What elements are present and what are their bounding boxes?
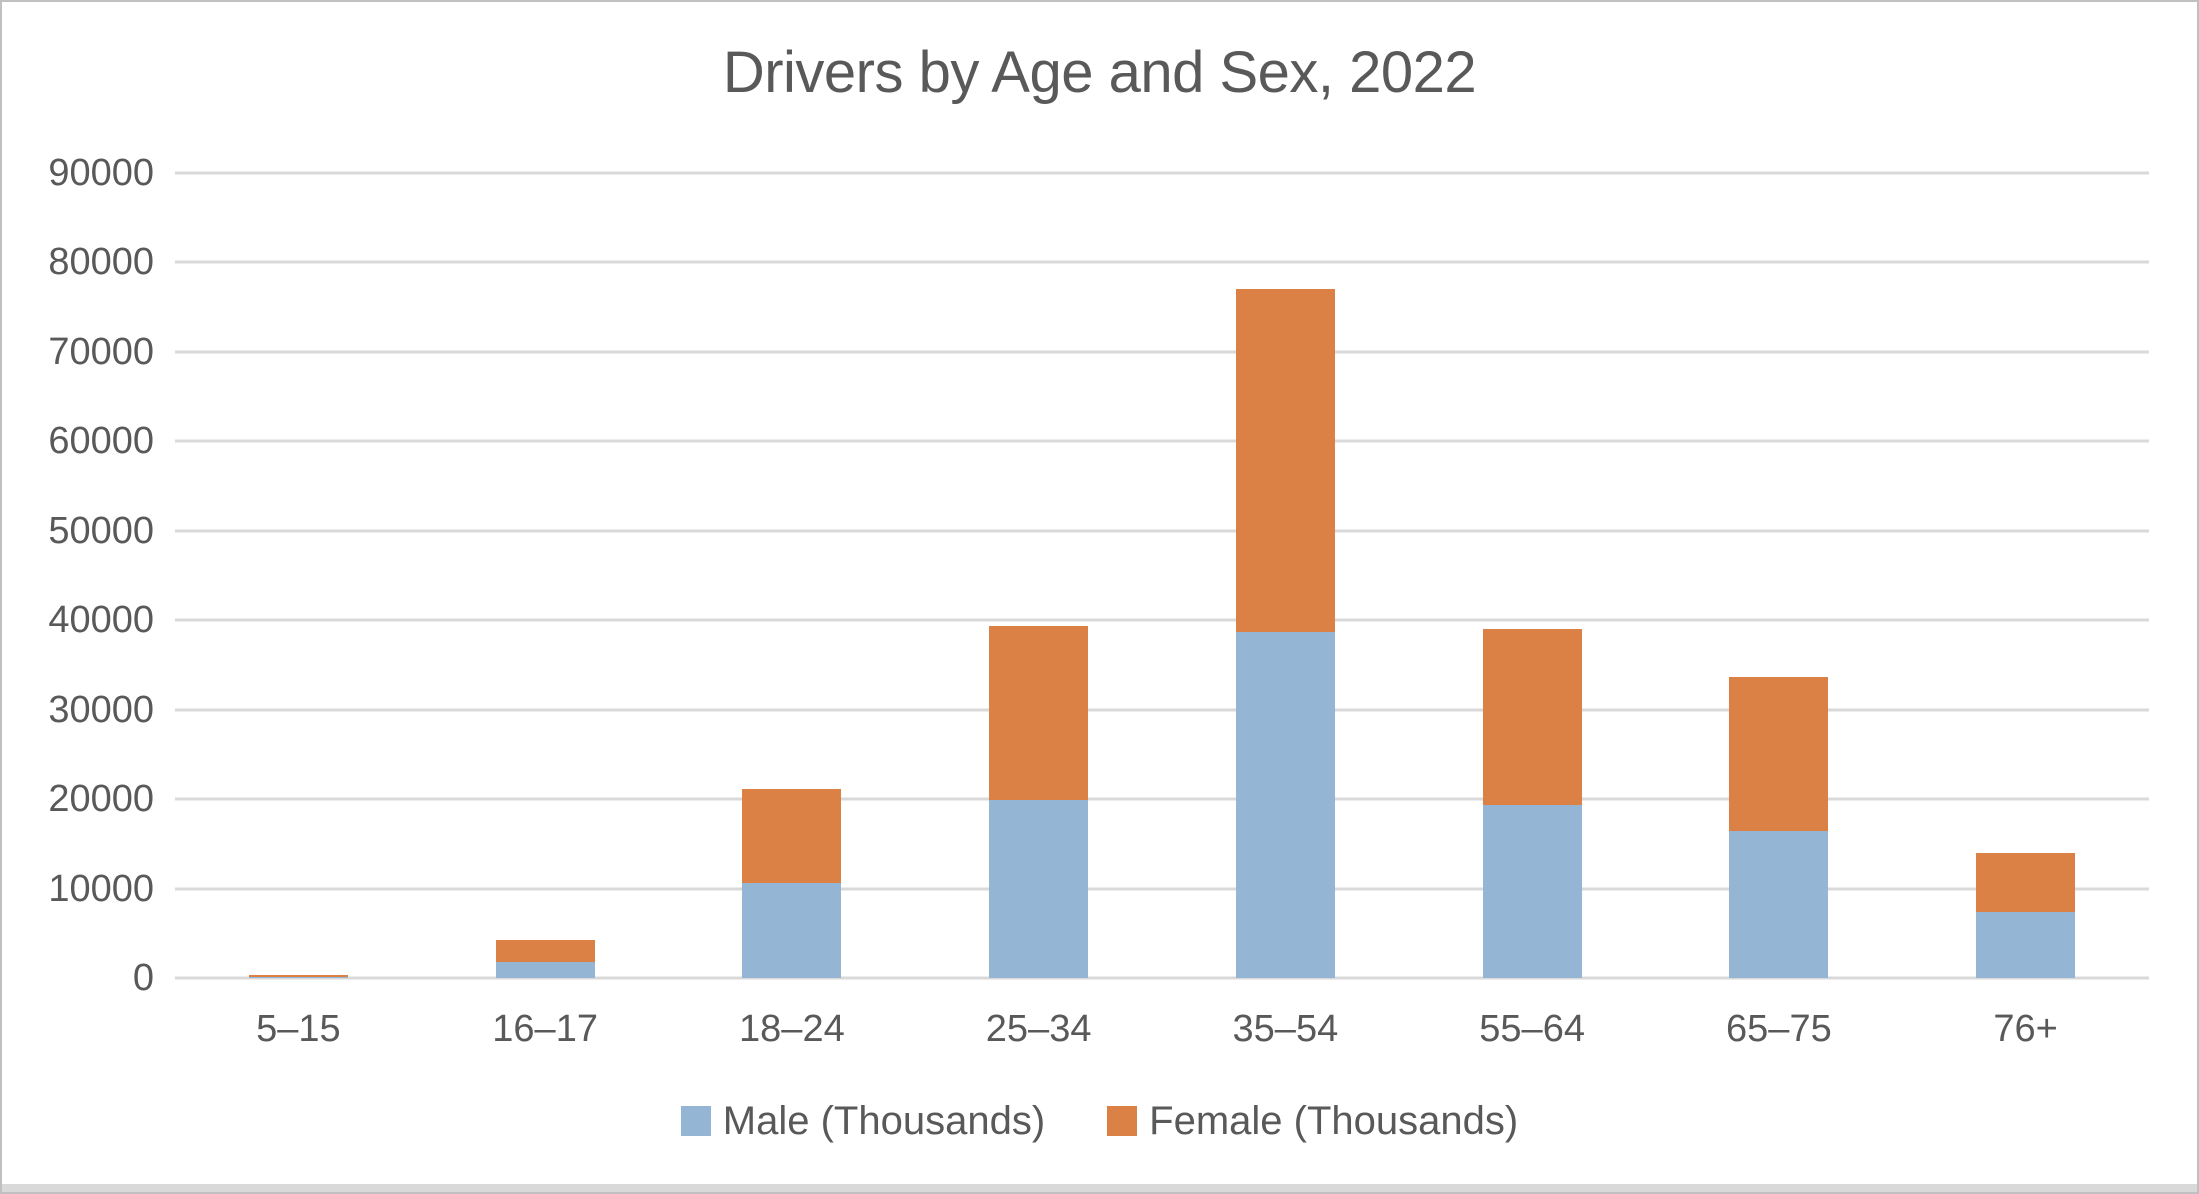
x-tick-label-16-17: 16–17 (492, 1008, 598, 1050)
gridline-30000 (175, 708, 2149, 712)
x-tick-label-35-54: 35–54 (1232, 1008, 1339, 1050)
bar-group-65-75 (1729, 676, 1829, 978)
bar-segment-female-76plus[interactable] (1976, 852, 2076, 912)
bar-group-16-17 (495, 940, 595, 978)
gridline-60000 (175, 439, 2149, 443)
bar-group-55-64 (1482, 629, 1582, 978)
y-tick-label-0: 0 (132, 957, 154, 999)
bar-segment-male-65-75[interactable] (1729, 831, 1829, 978)
bar-group-18-24 (742, 789, 842, 978)
legend-label-male: Male (Thousands) (722, 1099, 1046, 1143)
bar-segment-male-16-17[interactable] (495, 961, 595, 978)
gridline-0 (175, 976, 2149, 980)
gridline-20000 (175, 797, 2149, 801)
legend-item-female[interactable]: Female (Thousands) (1107, 1098, 1518, 1144)
bar-group-76plus (1976, 852, 2076, 978)
chart-title: Drivers by Age and Sex, 2022 (722, 40, 1477, 105)
x-tick-label-55-64: 55–64 (1479, 1008, 1585, 1050)
y-tick-label-30000: 30000 (48, 688, 154, 731)
bar-segment-female-65-75[interactable] (1729, 676, 1829, 832)
bar-group-35-54 (1235, 289, 1335, 978)
window-bottom-edge (2, 1184, 2197, 1192)
gridline-50000 (175, 529, 2149, 533)
y-tick-label-40000: 40000 (48, 599, 154, 642)
bar-segment-female-18-24[interactable] (742, 789, 842, 884)
y-tick-label-60000: 60000 (48, 420, 154, 463)
x-tick-label-18-24: 18–24 (739, 1008, 845, 1050)
bar-segment-female-5-15[interactable] (248, 974, 348, 977)
legend-item-male[interactable]: Male (Thousands) (680, 1098, 1046, 1144)
y-tick-label-50000: 50000 (48, 509, 154, 552)
bar-segment-female-25-34[interactable] (989, 625, 1089, 801)
legend-swatch-female (1107, 1106, 1138, 1136)
bar-segment-female-35-54[interactable] (1235, 289, 1335, 632)
bar-segment-female-55-64[interactable] (1482, 629, 1582, 806)
plot-area (175, 171, 2149, 980)
bar-segment-male-76plus[interactable] (1976, 911, 2076, 978)
bar-group-5-15 (248, 974, 348, 978)
bar-segment-male-55-64[interactable] (1482, 805, 1582, 978)
x-tick-label-5-15: 5–15 (256, 1008, 341, 1050)
legend-label-female: Female (Thousands) (1149, 1099, 1519, 1143)
bar-group-25-34 (989, 625, 1089, 978)
x-tick-label-76plus: 76+ (1993, 1008, 2058, 1050)
x-axis: 5–15 16–17 18–24 25–34 35–54 55–64 65–75 76+ (175, 1007, 2149, 1057)
y-tick-label-20000: 20000 (48, 778, 154, 821)
legend: Male (Thousands) Female (Thousands) (2, 1098, 2197, 1144)
bar-segment-male-25-34[interactable] (989, 800, 1089, 978)
bar-segment-male-18-24[interactable] (742, 883, 842, 978)
y-tick-label-90000: 90000 (48, 152, 154, 194)
gridline-10000 (175, 887, 2149, 891)
gridline-70000 (175, 350, 2149, 354)
y-tick-label-80000: 80000 (48, 241, 154, 284)
gridline-80000 (175, 260, 2149, 264)
bar-segment-female-16-17[interactable] (495, 940, 595, 962)
gridline-40000 (175, 618, 2149, 622)
y-tick-label-10000: 10000 (48, 867, 154, 910)
x-tick-label-25-34: 25–34 (985, 1008, 1092, 1050)
bar-segment-male-35-54[interactable] (1235, 631, 1335, 978)
bar-segment-male-5-15[interactable] (248, 976, 348, 978)
x-tick-label-65-75: 65–75 (1726, 1008, 1832, 1050)
legend-swatch-male (680, 1106, 711, 1136)
gridline-90000 (175, 171, 2149, 175)
y-tick-label-70000: 70000 (48, 330, 154, 373)
